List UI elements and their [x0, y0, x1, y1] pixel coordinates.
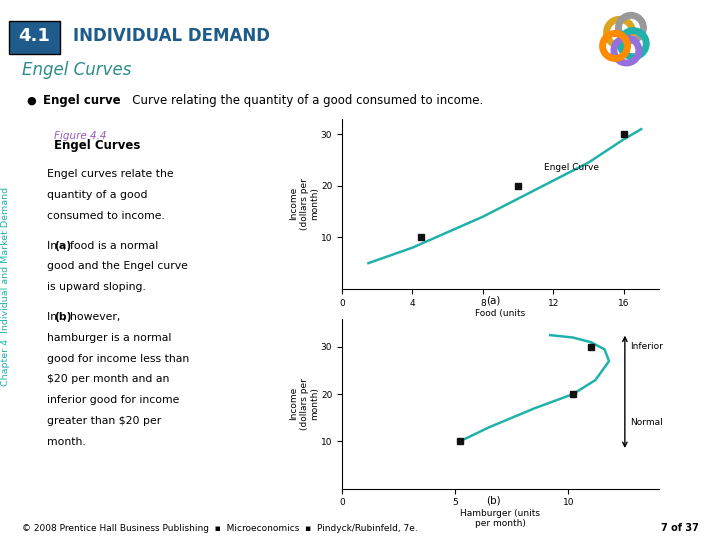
- Text: Curve relating the quantity of a good consumed to income.: Curve relating the quantity of a good co…: [121, 94, 483, 107]
- FancyBboxPatch shape: [9, 21, 60, 55]
- Text: consumed to income.: consumed to income.: [47, 211, 165, 221]
- Y-axis label: Income
(dollars per
month): Income (dollars per month): [289, 178, 320, 230]
- Text: quantity of a good: quantity of a good: [47, 191, 148, 200]
- Text: Chapter 4  Individual and Market Demand: Chapter 4 Individual and Market Demand: [1, 187, 10, 386]
- Text: hamburger is a normal: hamburger is a normal: [47, 333, 171, 343]
- Text: $20 per month and an: $20 per month and an: [47, 375, 169, 384]
- X-axis label: Food (units
per month): Food (units per month): [475, 309, 526, 328]
- Text: Engel Curve: Engel Curve: [544, 163, 599, 172]
- Text: In: In: [47, 312, 60, 322]
- Text: good and the Engel curve: good and the Engel curve: [47, 261, 188, 272]
- Text: 4.1: 4.1: [19, 28, 50, 45]
- Text: Engel Curves: Engel Curves: [54, 139, 140, 152]
- Text: Figure 4.4: Figure 4.4: [54, 131, 107, 141]
- Text: is upward sloping.: is upward sloping.: [47, 282, 145, 293]
- Text: (b): (b): [486, 495, 500, 505]
- Text: , food is a normal: , food is a normal: [63, 241, 158, 251]
- Text: ●: ●: [26, 96, 36, 105]
- Text: © 2008 Prentice Hall Business Publishing  ▪  Microeconomics  ▪  Pindyck/Rubinfel: © 2008 Prentice Hall Business Publishing…: [22, 524, 418, 532]
- X-axis label: Hamburger (units
per month): Hamburger (units per month): [460, 509, 541, 528]
- Text: inferior good for income: inferior good for income: [47, 395, 179, 406]
- Text: (a): (a): [54, 241, 71, 251]
- Y-axis label: Income
(dollars per
month): Income (dollars per month): [289, 377, 320, 430]
- Text: Engel Curves: Engel Curves: [22, 60, 131, 79]
- Text: Normal: Normal: [631, 418, 663, 427]
- Text: , however,: , however,: [63, 312, 120, 322]
- Text: In: In: [47, 241, 60, 251]
- Text: greater than $20 per: greater than $20 per: [47, 416, 161, 427]
- Text: Inferior: Inferior: [631, 342, 663, 352]
- Text: good for income less than: good for income less than: [47, 354, 189, 363]
- Text: INDIVIDUAL DEMAND: INDIVIDUAL DEMAND: [73, 28, 271, 45]
- Text: 7 of 37: 7 of 37: [660, 523, 698, 533]
- Text: month.: month.: [47, 437, 86, 447]
- Text: (b): (b): [54, 312, 71, 322]
- Text: Engel curve: Engel curve: [43, 94, 121, 107]
- Text: Engel curves relate the: Engel curves relate the: [47, 170, 174, 179]
- Text: (a): (a): [486, 295, 500, 306]
